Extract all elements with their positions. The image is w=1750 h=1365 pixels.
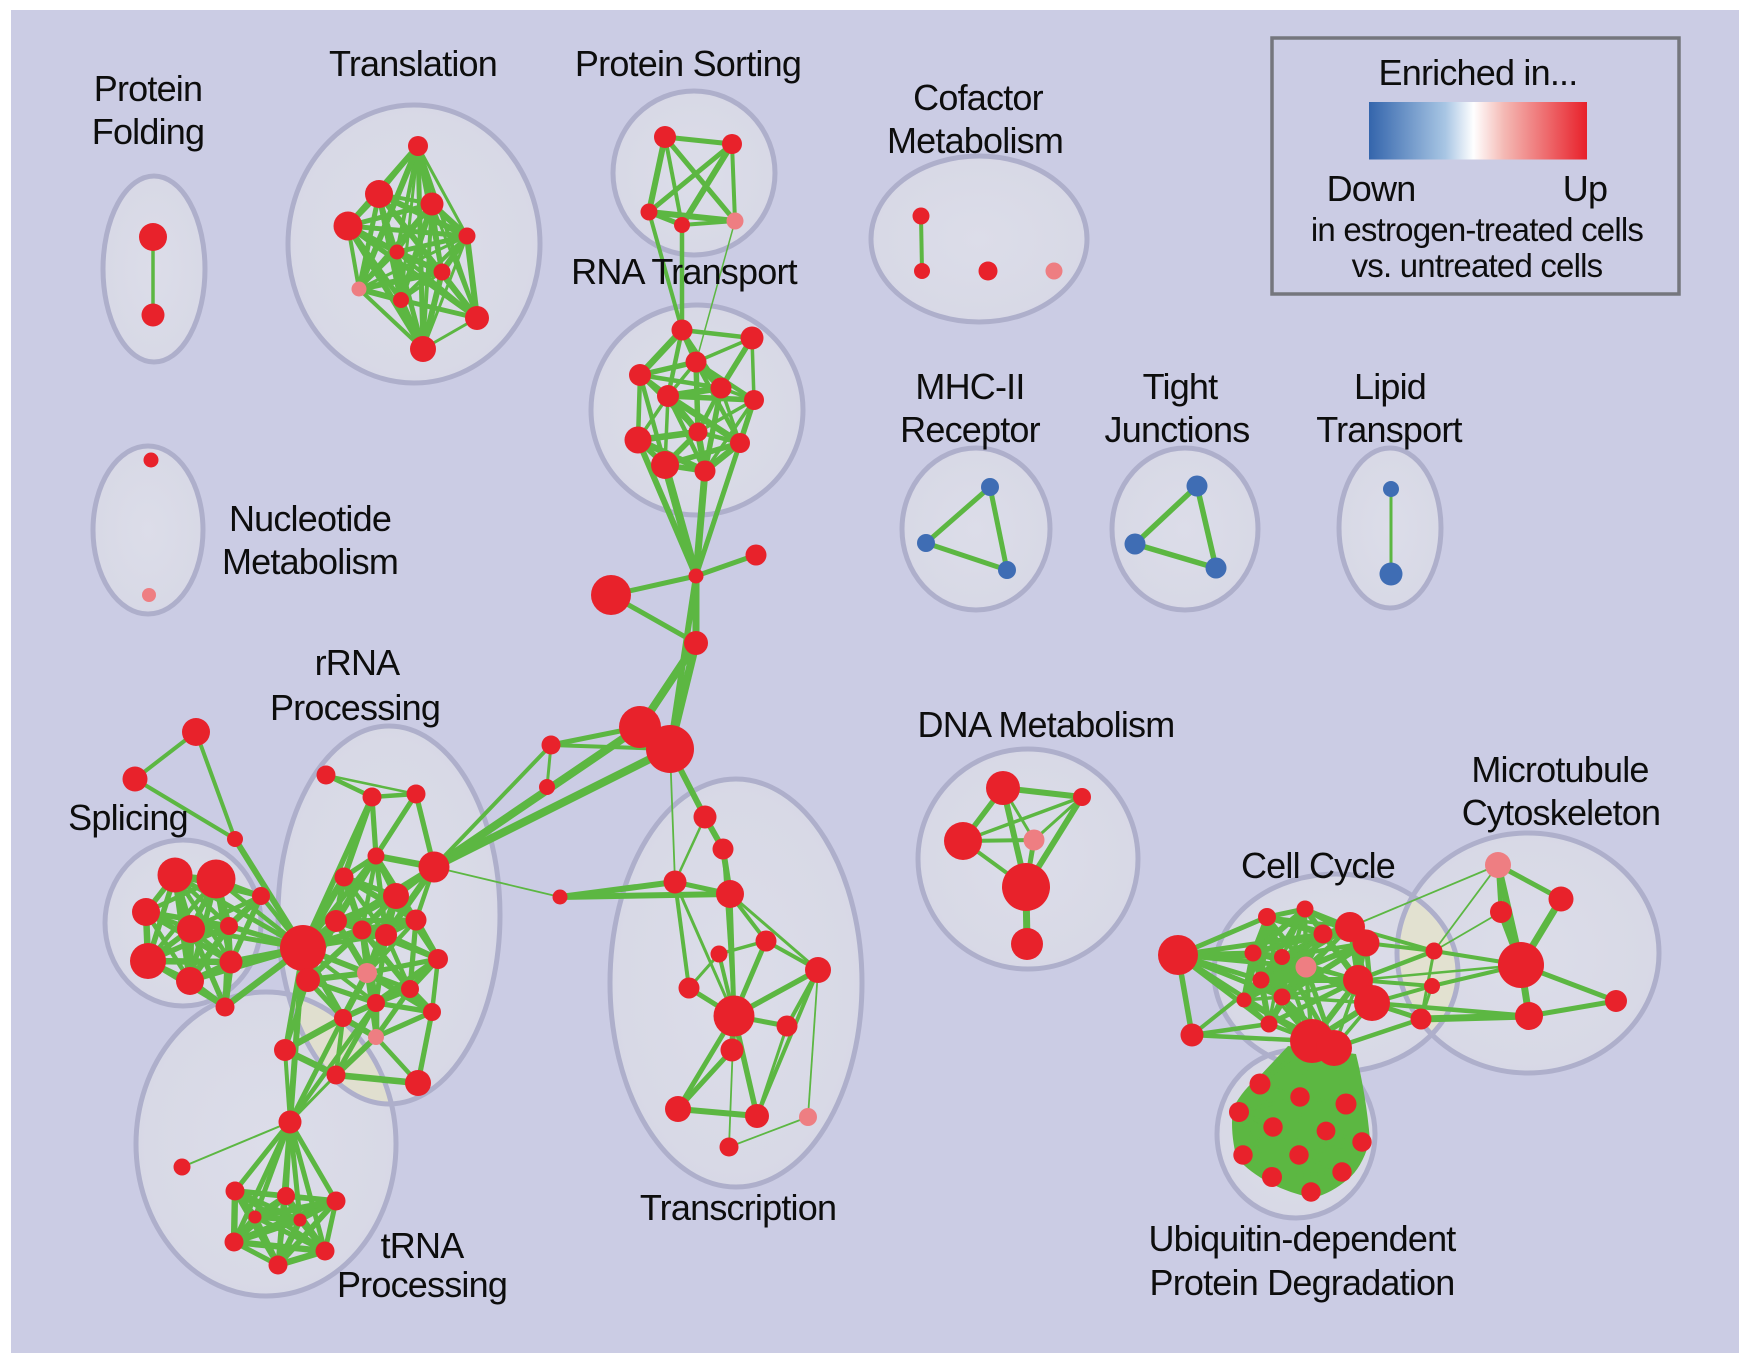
svg-text:Metabolism: Metabolism bbox=[222, 541, 398, 582]
svg-text:Protein: Protein bbox=[94, 68, 202, 109]
svg-text:Microtubule: Microtubule bbox=[1471, 749, 1648, 790]
svg-text:vs. untreated cells: vs. untreated cells bbox=[1352, 247, 1603, 284]
svg-text:Protein Degradation: Protein Degradation bbox=[1149, 1262, 1454, 1303]
svg-text:Cytoskeleton: Cytoskeleton bbox=[1462, 792, 1661, 833]
svg-text:Metabolism: Metabolism bbox=[887, 120, 1063, 161]
svg-text:tRNA: tRNA bbox=[381, 1225, 465, 1266]
svg-text:Transport: Transport bbox=[1316, 409, 1462, 450]
svg-text:Cofactor: Cofactor bbox=[913, 77, 1043, 118]
svg-text:RNA Transport: RNA Transport bbox=[571, 251, 797, 292]
svg-text:Processing: Processing bbox=[337, 1264, 507, 1305]
svg-text:Enriched in...: Enriched in... bbox=[1379, 52, 1578, 93]
svg-text:Transcription: Transcription bbox=[640, 1187, 836, 1228]
svg-text:Tight: Tight bbox=[1143, 366, 1218, 407]
svg-text:MHC-II: MHC-II bbox=[915, 366, 1024, 407]
svg-text:Receptor: Receptor bbox=[900, 409, 1040, 450]
svg-text:Cell Cycle: Cell Cycle bbox=[1241, 845, 1395, 886]
svg-text:Splicing: Splicing bbox=[68, 797, 188, 838]
svg-text:Protein Sorting: Protein Sorting bbox=[575, 43, 801, 84]
svg-text:Down: Down bbox=[1327, 168, 1416, 209]
svg-text:Processing: Processing bbox=[270, 687, 440, 728]
svg-text:Up: Up bbox=[1563, 168, 1607, 209]
svg-text:rRNA: rRNA bbox=[315, 642, 401, 683]
svg-text:Lipid: Lipid bbox=[1354, 366, 1426, 407]
svg-text:Translation: Translation bbox=[329, 43, 497, 84]
svg-text:Junctions: Junctions bbox=[1105, 409, 1250, 450]
svg-text:DNA Metabolism: DNA Metabolism bbox=[918, 704, 1175, 745]
svg-text:Folding: Folding bbox=[92, 111, 204, 152]
svg-text:Nucleotide: Nucleotide bbox=[229, 498, 391, 539]
svg-text:Ubiquitin-dependent: Ubiquitin-dependent bbox=[1148, 1218, 1456, 1259]
svg-text:in estrogen-treated cells: in estrogen-treated cells bbox=[1311, 211, 1643, 248]
